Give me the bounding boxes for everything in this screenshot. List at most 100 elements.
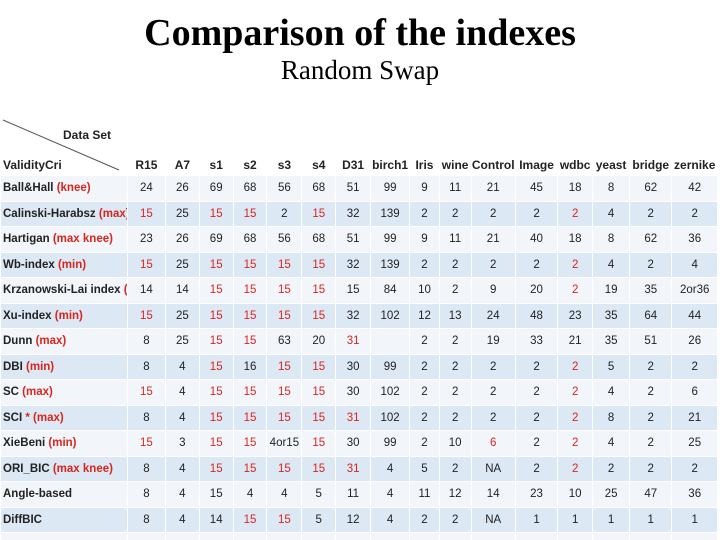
table-cell: 68 bbox=[232, 226, 268, 253]
column-header-wine: wine bbox=[438, 117, 472, 176]
table-cell: 15 bbox=[301, 302, 337, 329]
table-cell: 2 bbox=[438, 200, 472, 227]
column-header-s3: s3 bbox=[266, 117, 303, 176]
row-label-criterion: (min) bbox=[45, 437, 77, 450]
table-cell: 15 bbox=[266, 302, 303, 329]
row-label-criterion: (max) bbox=[32, 335, 67, 348]
table-cell: 11 bbox=[335, 481, 372, 508]
table-row: DiffBIC 8 4 14 15 15 5 12 4 2 2 NA 1 1 1 1 1 bbox=[0, 506, 718, 533]
table-cell: 2 bbox=[514, 404, 559, 431]
table-cell: 15 bbox=[198, 404, 234, 431]
table-cell: 2 bbox=[409, 200, 440, 227]
table-row: Dunn (max) 8 25 15 15 63 20 31 2 2 19 33 21 35 51 26 bbox=[0, 328, 718, 355]
table-cell: 2 bbox=[557, 251, 594, 278]
table-cell: 25 bbox=[164, 251, 200, 278]
row-label-name: Hartigan bbox=[3, 233, 50, 246]
table-cell: 2 bbox=[470, 353, 516, 380]
table-cell: 15 bbox=[266, 455, 303, 482]
table-row: Krzanowski-Lai index (min141415151515158… bbox=[0, 277, 718, 304]
table-cell: 30 bbox=[335, 379, 372, 406]
table-cell: 15 bbox=[198, 379, 234, 406]
column-header-zernike: zernike bbox=[671, 117, 718, 176]
table-cell: 2 bbox=[629, 251, 673, 278]
table-cell: 8 bbox=[126, 455, 166, 482]
table-cell: 10 bbox=[438, 430, 472, 457]
table-cell: 15 bbox=[301, 455, 337, 482]
table-cell: 23 bbox=[126, 226, 166, 253]
footer-cell: 7 bbox=[164, 532, 200, 540]
row-label-name: Krzanowski-Lai index bbox=[3, 284, 121, 297]
footer-cell: 7 bbox=[514, 532, 559, 540]
table-cell: 45 bbox=[514, 175, 559, 202]
table-cell: 4 bbox=[164, 379, 200, 406]
table-cell: 99 bbox=[370, 226, 411, 253]
table-cell: 68 bbox=[301, 226, 337, 253]
table-cell: 2 bbox=[514, 200, 559, 227]
table-cell: 2 bbox=[438, 328, 472, 355]
row-label: Hartigan (max knee) bbox=[0, 226, 128, 253]
row-label-criterion: (min bbox=[123, 284, 128, 297]
table-cell: 15 bbox=[266, 379, 303, 406]
table-cell: 15 bbox=[266, 251, 303, 278]
column-header-d31: D31 bbox=[335, 117, 372, 176]
table-header-row: Data Set ValidityCri R15 A7 s1 s2 s3 s4 D31 birch… bbox=[0, 117, 718, 176]
table-cell: 40 bbox=[514, 226, 559, 253]
table-cell: 25 bbox=[671, 430, 718, 457]
table-cell: 2 bbox=[409, 404, 440, 431]
table-cell: 2 bbox=[629, 379, 673, 406]
row-label-name: Ball&Hall bbox=[3, 182, 54, 195]
table-cell: 5 bbox=[409, 455, 440, 482]
table-cell: 31 bbox=[335, 328, 372, 355]
column-header-iris: Iris bbox=[409, 117, 440, 176]
table-cell: 51 bbox=[335, 175, 372, 202]
table-cell: 15 bbox=[232, 200, 268, 227]
table-cell: 8 bbox=[592, 404, 631, 431]
table-cell: 2 bbox=[438, 353, 472, 380]
table-cell: 36 bbox=[671, 481, 718, 508]
footer-cell: 15 bbox=[232, 532, 268, 540]
table-cell: 8 bbox=[126, 506, 166, 533]
table-cell: 6 bbox=[470, 430, 516, 457]
table-cell: 4 bbox=[164, 481, 200, 508]
footer-cell: 15 bbox=[266, 532, 303, 540]
table-cell: 31 bbox=[335, 455, 372, 482]
row-label-criterion: (max knee) bbox=[49, 233, 113, 246]
table-cell: 15 bbox=[266, 353, 303, 380]
row-label: Xu-index (min) bbox=[0, 302, 128, 329]
table-cell: 2 bbox=[438, 277, 472, 304]
table-cell: 26 bbox=[164, 175, 200, 202]
table-cell: 15 bbox=[301, 379, 337, 406]
table-cell: 56 bbox=[266, 175, 303, 202]
footer-cell: 2 bbox=[557, 532, 594, 540]
row-label: Angle-based bbox=[0, 481, 128, 508]
column-header-wdbc: wdbc bbox=[557, 117, 594, 176]
table-cell: 4 bbox=[370, 455, 411, 482]
table-cell: 42 bbox=[671, 175, 718, 202]
table-cell: 15 bbox=[335, 277, 372, 304]
row-label-criterion: (min) bbox=[22, 360, 55, 373]
table-cell: 25 bbox=[164, 200, 200, 227]
table-cell: 15 bbox=[232, 302, 268, 329]
row-label-name: Xu-index bbox=[3, 309, 52, 322]
table-cell: 21 bbox=[470, 175, 516, 202]
table-cell: 11 bbox=[409, 481, 440, 508]
column-header-image: Image bbox=[514, 117, 559, 176]
column-header-bridge: bridge bbox=[629, 117, 673, 176]
table-cell: 2 bbox=[557, 353, 594, 380]
table-cell: 15 bbox=[301, 200, 337, 227]
table-cell: 15 bbox=[198, 481, 234, 508]
table-cell: 15 bbox=[126, 251, 166, 278]
table-cell: 8 bbox=[126, 404, 166, 431]
table-cell: 69 bbox=[198, 226, 234, 253]
row-label-name: Angle-based bbox=[3, 488, 73, 501]
table-cell: 15 bbox=[126, 200, 166, 227]
table-cell: 2 bbox=[438, 251, 472, 278]
table-cell: 11 bbox=[438, 175, 472, 202]
table-cell: 6 bbox=[671, 379, 718, 406]
row-label: Wb-index (min) bbox=[0, 251, 128, 278]
table-cell: 62 bbox=[629, 175, 673, 202]
table-cell: 15 bbox=[198, 328, 234, 355]
table-cell: 32 bbox=[335, 251, 372, 278]
table-cell: 4 bbox=[592, 379, 631, 406]
row-label: SC (max) bbox=[0, 379, 128, 406]
